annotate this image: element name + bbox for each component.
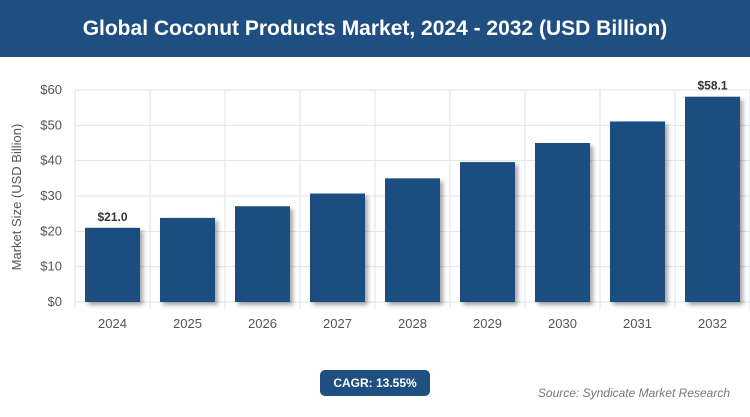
data-label-2032: $58.1 <box>697 79 727 93</box>
x-tick-label: 2025 <box>173 316 202 331</box>
bar-2027 <box>310 193 365 302</box>
x-tick-label: 2027 <box>323 316 352 331</box>
data-label-2024: $21.0 <box>97 210 127 224</box>
x-tick-label: 2030 <box>548 316 577 331</box>
x-tick-label: 2024 <box>98 316 127 331</box>
y-axis-label: Market Size (USD Billion) <box>9 124 24 271</box>
bar-2030 <box>535 143 590 302</box>
cagr-badge: CAGR: 13.55% <box>320 370 430 396</box>
bar-2032 <box>685 96 740 302</box>
bar-2026 <box>235 206 290 302</box>
x-tick-label: 2026 <box>248 316 277 331</box>
bar-2028 <box>385 178 440 302</box>
bar-2031 <box>610 121 665 303</box>
y-tick-label: $40 <box>40 153 62 168</box>
y-tick-label: $50 <box>40 117 62 132</box>
bar-chart: $0 $10 $20 $30 $40 $50 $60 2024 $21.0 2025 2026 202… <box>9 79 750 331</box>
bar-2025 <box>160 217 215 302</box>
y-tick-label: $20 <box>40 223 62 238</box>
x-tick-label: 2032 <box>698 316 727 331</box>
x-tick-label: 2031 <box>623 316 652 331</box>
x-tick-label: 2028 <box>398 316 427 331</box>
y-tick-label: $30 <box>40 188 62 203</box>
source-note: Source: Syndicate Market Research <box>537 386 730 400</box>
bar-2024 <box>85 227 140 302</box>
y-tick-label: $60 <box>40 82 62 97</box>
y-tick-label: $10 <box>40 259 62 274</box>
chart-title: Global Coconut Products Market, 2024 - 2… <box>0 0 750 57</box>
bar-2029 <box>460 162 515 302</box>
x-tick-label: 2029 <box>473 316 502 331</box>
y-tick-label: $0 <box>48 294 62 309</box>
